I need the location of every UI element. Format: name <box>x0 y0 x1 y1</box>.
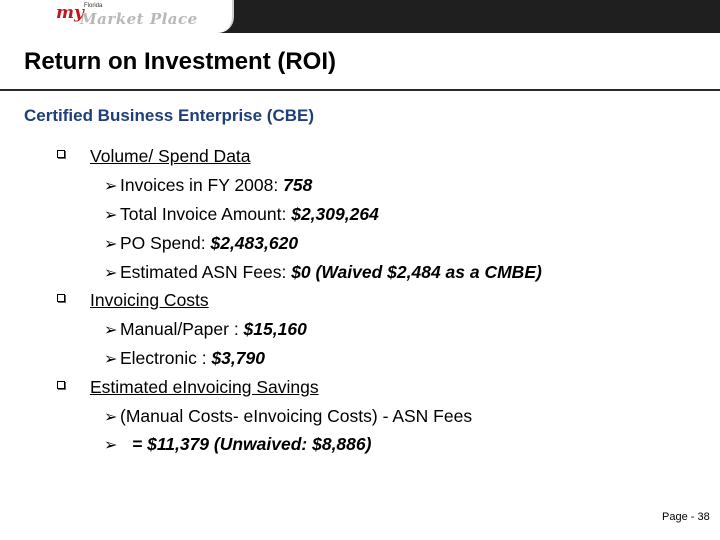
arrow-bullet-icon: ➢ <box>104 178 118 195</box>
item-value: $3,790 <box>211 348 265 368</box>
logo-tab: my Florida Market Place <box>0 0 234 33</box>
list-item: ➢ Estimated ASN Fees: $0 (Waived $2,484 a… <box>104 262 542 284</box>
list-item: ➢ = $11,379 (Unwaived: $8,886) <box>104 434 371 456</box>
item-value: $0 (Waived $2,484 as a CMBE) <box>291 262 542 282</box>
logo-florida-text: Florida <box>84 3 103 9</box>
myfloridamarketplace-logo: my Florida Market Place <box>56 1 216 31</box>
arrow-bullet-icon: ➢ <box>104 437 118 454</box>
item-value: $2,309,264 <box>291 204 379 224</box>
item-value: $2,483,620 <box>210 233 299 253</box>
slide-title: Return on Investment (ROI) <box>24 48 337 75</box>
item-value: = $11,379 (Unwaived: $8,886) <box>132 434 372 454</box>
item-value: $15,160 <box>243 319 307 339</box>
arrow-bullet-icon: ➢ <box>104 207 118 224</box>
item-label: (Manual Costs- eInvoicing Costs) - ASN F… <box>120 406 473 426</box>
list-item: ➢ Electronic : $3,790 <box>104 348 265 370</box>
slide-subtitle: Certified Business Enterprise (CBE) <box>24 106 315 125</box>
item-label: Manual/Paper : <box>120 319 244 339</box>
arrow-bullet-icon: ➢ <box>104 265 118 282</box>
item-label: PO Spend: <box>120 233 211 253</box>
section-heading-invoicing: Invoicing Costs <box>90 290 209 310</box>
item-label: Total Invoice Amount: <box>120 204 292 224</box>
list-item: ➢ Total Invoice Amount: $2,309,264 <box>104 204 379 226</box>
square-bullet-icon <box>57 381 65 389</box>
section-heading-savings: Estimated eInvoicing Savings <box>90 377 319 397</box>
arrow-bullet-icon: ➢ <box>104 322 118 339</box>
item-label: Invoices in FY 2008: <box>120 175 284 195</box>
item-value: 758 <box>283 175 313 195</box>
arrow-bullet-icon: ➢ <box>104 236 118 253</box>
arrow-bullet-icon: ➢ <box>104 409 118 426</box>
list-item: ➢ (Manual Costs- eInvoicing Costs) - ASN … <box>104 406 472 428</box>
square-bullet-icon <box>57 150 65 158</box>
logo-my-text: my <box>56 3 84 23</box>
section-heading-volume: Volume/ Spend Data <box>90 146 251 166</box>
square-bullet-icon <box>57 294 65 302</box>
page-number: Page - 38 <box>662 511 710 523</box>
item-label: Estimated ASN Fees: <box>120 262 292 282</box>
logo-market-place-text: Market Place <box>80 10 198 28</box>
list-item: ➢ Invoices in FY 2008: 758 <box>104 175 312 197</box>
item-label: Electronic : <box>120 348 212 368</box>
list-item: ➢ Manual/Paper : $15,160 <box>104 319 307 341</box>
title-divider <box>0 89 720 91</box>
list-item: ➢ PO Spend: $2,483,620 <box>104 233 298 255</box>
arrow-bullet-icon: ➢ <box>104 351 118 368</box>
